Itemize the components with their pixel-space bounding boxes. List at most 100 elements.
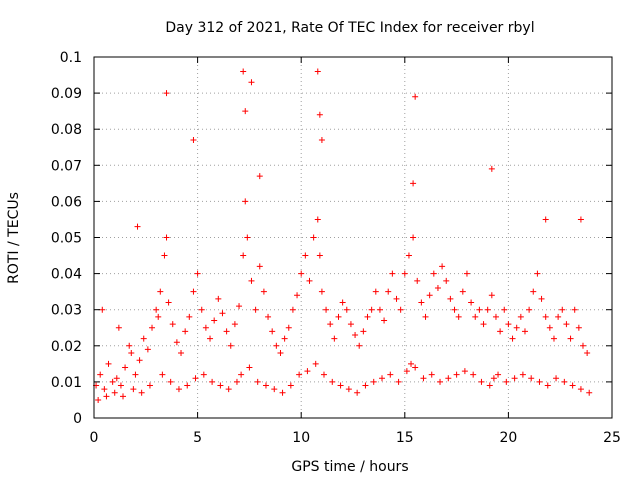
- data-point: [318, 137, 325, 144]
- data-point: [105, 360, 112, 367]
- data-point: [412, 364, 419, 371]
- data-point: [586, 389, 593, 396]
- data-point: [347, 321, 354, 328]
- data-point: [217, 382, 224, 389]
- data-point: [488, 292, 495, 299]
- data-point: [169, 321, 176, 328]
- data-point: [289, 306, 296, 313]
- data-point: [579, 342, 586, 349]
- data-point: [273, 342, 280, 349]
- data-point: [240, 68, 247, 75]
- data-point: [434, 285, 441, 292]
- data-point: [509, 335, 516, 342]
- data-point: [254, 378, 261, 385]
- data-point: [285, 324, 292, 331]
- y-tick-label: 0.03: [51, 303, 82, 319]
- x-axis-label: GPS time / hours: [291, 459, 408, 475]
- data-point: [410, 234, 417, 241]
- data-point: [405, 252, 412, 259]
- data-point: [569, 382, 576, 389]
- data-point: [561, 378, 568, 385]
- data-point: [304, 368, 311, 375]
- data-point: [167, 378, 174, 385]
- data-point: [149, 324, 156, 331]
- y-tick-label: 0.1: [60, 50, 82, 66]
- data-point: [472, 313, 479, 320]
- data-point: [136, 357, 143, 364]
- data-point: [134, 223, 141, 230]
- data-point: [144, 346, 151, 353]
- data-point: [314, 216, 321, 223]
- data-point: [271, 386, 278, 393]
- x-tick-label: 0: [90, 430, 99, 446]
- data-point: [200, 371, 207, 378]
- data-point: [277, 350, 284, 357]
- data-point: [306, 277, 313, 284]
- data-point: [339, 299, 346, 306]
- data-point: [130, 386, 137, 393]
- data-point: [238, 371, 245, 378]
- x-axis: 0 5 10 15 20 25: [90, 57, 621, 446]
- data-point: [555, 313, 562, 320]
- data-point: [316, 111, 323, 118]
- data-point: [352, 331, 359, 338]
- data-point: [428, 371, 435, 378]
- y-tick-label: 0: [73, 411, 82, 427]
- data-point: [194, 270, 201, 277]
- data-point: [451, 306, 458, 313]
- x-tick-label: 20: [499, 430, 517, 446]
- grid-lines: [94, 57, 612, 418]
- y-tick-label: 0.05: [51, 231, 82, 247]
- data-point: [161, 252, 168, 259]
- data-point: [387, 371, 394, 378]
- data-point: [563, 321, 570, 328]
- data-point: [335, 313, 342, 320]
- data-point: [157, 288, 164, 295]
- data-point: [468, 299, 475, 306]
- data-point: [298, 270, 305, 277]
- data-point: [103, 393, 110, 400]
- data-point: [165, 299, 172, 306]
- data-point: [281, 335, 288, 342]
- data-point: [190, 288, 197, 295]
- data-point: [138, 389, 145, 396]
- data-point: [343, 306, 350, 313]
- data-point: [236, 303, 243, 310]
- data-point: [526, 306, 533, 313]
- data-point: [146, 382, 153, 389]
- data-point: [447, 295, 454, 302]
- data-point: [490, 375, 497, 382]
- data-point: [109, 378, 116, 385]
- data-point: [269, 328, 276, 335]
- data-point: [294, 292, 301, 299]
- data-point: [495, 371, 502, 378]
- data-point: [244, 234, 251, 241]
- data-point: [538, 295, 545, 302]
- data-point: [318, 288, 325, 295]
- data-point: [256, 263, 263, 270]
- data-point: [202, 324, 209, 331]
- y-tick-label: 0.06: [51, 194, 82, 210]
- data-point: [397, 306, 404, 313]
- data-point: [519, 371, 526, 378]
- data-point: [584, 350, 591, 357]
- data-point: [497, 328, 504, 335]
- y-tick-label: 0.09: [51, 86, 82, 102]
- data-point: [101, 386, 108, 393]
- data-point: [364, 313, 371, 320]
- data-point: [577, 216, 584, 223]
- data-point: [559, 306, 566, 313]
- data-point: [414, 277, 421, 284]
- y-tick-label: 0.08: [51, 122, 82, 138]
- data-point: [511, 375, 518, 382]
- data-point: [553, 375, 560, 382]
- data-point: [190, 137, 197, 144]
- y-tick-label: 0.02: [51, 339, 82, 355]
- data-point: [550, 335, 557, 342]
- data-point: [215, 295, 222, 302]
- data-point: [422, 313, 429, 320]
- chart-title: Day 312 of 2021, Rate Of TEC Index for r…: [165, 20, 534, 36]
- data-point: [256, 173, 263, 180]
- data-point: [296, 371, 303, 378]
